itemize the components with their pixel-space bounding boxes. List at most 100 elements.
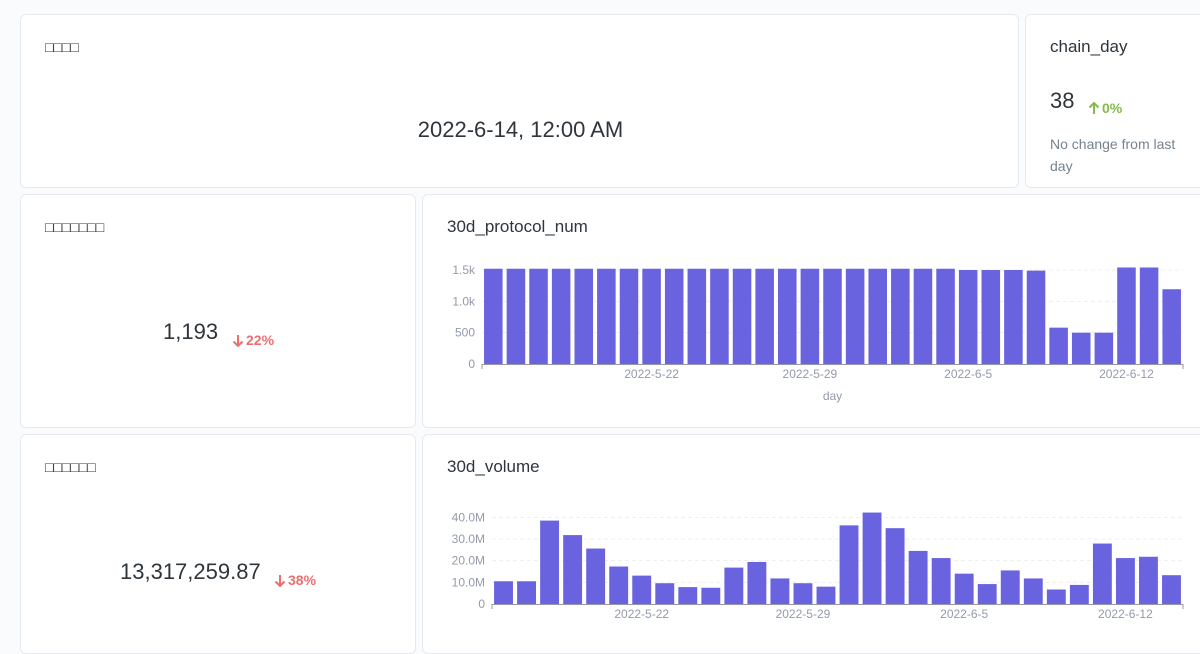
protocol-bar[interactable] bbox=[506, 268, 526, 364]
protocol-bar[interactable] bbox=[1026, 270, 1046, 364]
protocol-bar[interactable] bbox=[710, 268, 729, 364]
protocol-bar[interactable] bbox=[913, 268, 933, 364]
chain-day-title[interactable]: chain_day bbox=[1050, 37, 1128, 56]
date-card: □□□□ 2022-6-14, 12:00 AM bbox=[20, 14, 1019, 188]
protocol-count-delta: 22% bbox=[232, 332, 274, 348]
date-card-value: 2022-6-14, 12:00 AM bbox=[417, 117, 624, 142]
protocol-count-card: □□□□□□□ 1,193 22% bbox=[20, 194, 416, 428]
volume-y-tick-label: 10.0M bbox=[452, 575, 485, 589]
protocol-bar[interactable] bbox=[642, 268, 661, 364]
protocol-bar[interactable] bbox=[891, 268, 910, 364]
protocol-bar[interactable] bbox=[1071, 332, 1091, 364]
protocol-bar[interactable] bbox=[1117, 267, 1136, 364]
protocol-bar[interactable] bbox=[619, 268, 639, 364]
volume-bar[interactable] bbox=[609, 566, 629, 604]
volume-chart-card: 30d_volume 0 10.0M 20.0M 30.0M 40.0M 2022-5-2… bbox=[422, 434, 1200, 654]
protocol-x-tick-label: 2022-6-12 bbox=[1099, 367, 1154, 381]
volume-chart-title[interactable]: 30d_volume bbox=[447, 457, 540, 476]
protocol-bar[interactable] bbox=[823, 268, 842, 364]
protocol-bar[interactable] bbox=[936, 268, 955, 364]
volume-bar[interactable] bbox=[701, 587, 721, 604]
volume-bar[interactable] bbox=[747, 561, 767, 604]
protocol-bar[interactable] bbox=[551, 268, 571, 364]
volume-bar[interactable] bbox=[885, 528, 905, 604]
protocol-x-tick-label: 2022-5-22 bbox=[624, 367, 679, 381]
protocol-bar[interactable] bbox=[778, 268, 797, 364]
volume-bar[interactable] bbox=[816, 586, 836, 604]
volume-y-tick-label: 0 bbox=[478, 597, 485, 611]
protocol-bar[interactable] bbox=[529, 268, 548, 364]
volume-bar[interactable] bbox=[563, 535, 583, 604]
volume-total-delta: 38% bbox=[274, 572, 316, 588]
protocol-y-tick-label: 1.0k bbox=[452, 294, 476, 308]
volume-bar[interactable] bbox=[954, 573, 974, 604]
arrow-down-icon bbox=[274, 574, 286, 587]
chain-day-note: No change from last day bbox=[1050, 136, 1176, 174]
date-card-title[interactable]: □□□□ bbox=[45, 39, 79, 55]
protocol-bar[interactable] bbox=[755, 268, 774, 364]
volume-total-delta-text: 38% bbox=[288, 572, 317, 588]
protocol-bar[interactable] bbox=[732, 268, 752, 364]
volume-x-tick-label: 2022-6-5 bbox=[940, 607, 988, 621]
protocol-count-title[interactable]: □□□□□□□ bbox=[45, 219, 105, 235]
protocol-bar[interactable] bbox=[597, 268, 616, 364]
protocol-bar[interactable] bbox=[484, 268, 503, 364]
volume-y-tick-label: 30.0M bbox=[452, 532, 485, 546]
protocol-bar[interactable] bbox=[845, 268, 865, 364]
protocol-bar[interactable] bbox=[800, 268, 820, 364]
volume-y-tick-label: 40.0M bbox=[452, 510, 485, 524]
volume-bar[interactable] bbox=[1000, 570, 1020, 604]
volume-bar[interactable] bbox=[1139, 556, 1158, 604]
protocol-count-delta-text: 22% bbox=[246, 332, 275, 348]
protocol-bar[interactable] bbox=[1139, 267, 1159, 364]
volume-bar[interactable] bbox=[839, 525, 859, 604]
arrow-down-icon bbox=[232, 334, 244, 347]
protocol-bar[interactable] bbox=[958, 270, 978, 364]
protocol-x-tick-label: 2022-5-29 bbox=[783, 367, 838, 381]
protocol-bar[interactable] bbox=[1162, 289, 1181, 364]
volume-bar[interactable] bbox=[586, 548, 606, 604]
chain-day-delta: 0% bbox=[1088, 100, 1122, 116]
volume-bar[interactable] bbox=[1069, 584, 1089, 604]
volume-x-tick-label: 2022-5-22 bbox=[614, 607, 669, 621]
volume-total-title[interactable]: □□□□□□ bbox=[45, 459, 96, 475]
volume-bar[interactable] bbox=[1046, 589, 1066, 604]
volume-bar[interactable] bbox=[724, 567, 744, 604]
chain-day-delta-text: 0% bbox=[1102, 100, 1123, 116]
volume-bar[interactable] bbox=[1162, 575, 1181, 604]
volume-bar[interactable] bbox=[678, 587, 698, 604]
protocol-bar[interactable] bbox=[1004, 270, 1023, 364]
protocol-bar[interactable] bbox=[981, 270, 1001, 364]
protocol-x-axis-title: day bbox=[823, 389, 842, 403]
protocol-bar[interactable] bbox=[574, 268, 594, 364]
protocol-bar[interactable] bbox=[1094, 332, 1114, 364]
volume-bar[interactable] bbox=[770, 578, 790, 604]
volume-bar[interactable] bbox=[517, 581, 536, 604]
volume-bar[interactable] bbox=[862, 512, 882, 604]
volume-bar[interactable] bbox=[908, 550, 928, 604]
volume-bar[interactable] bbox=[655, 583, 675, 604]
chain-day-value: 38 bbox=[1050, 88, 1075, 113]
volume-bar[interactable] bbox=[1115, 558, 1135, 604]
volume-bar[interactable] bbox=[494, 581, 513, 604]
protocol-bar[interactable] bbox=[868, 268, 887, 364]
volume-y-tick-label: 20.0M bbox=[452, 554, 485, 568]
volume-bar[interactable] bbox=[540, 520, 560, 604]
volume-bar[interactable] bbox=[1092, 543, 1112, 604]
volume-chart: 0 10.0M 20.0M 30.0M 40.0M 2022-5-22 2022-5-29 2… bbox=[452, 510, 1184, 621]
volume-bar[interactable] bbox=[1023, 578, 1043, 604]
protocol-y-tick-label: 0 bbox=[468, 357, 475, 371]
protocol-bar[interactable] bbox=[687, 268, 707, 364]
protocol-bar[interactable] bbox=[1049, 327, 1068, 364]
protocol-y-tick-label: 500 bbox=[455, 326, 475, 340]
protocol-chart-title[interactable]: 30d_protocol_num bbox=[447, 217, 588, 236]
protocol-bar[interactable] bbox=[664, 268, 684, 364]
arrow-up-icon bbox=[1088, 101, 1100, 114]
protocol-count-value: 1,193 bbox=[163, 319, 219, 344]
volume-bar[interactable] bbox=[793, 583, 813, 604]
chain-day-card: chain_day 38 0% No change from last day bbox=[1025, 14, 1200, 188]
volume-bar[interactable] bbox=[977, 584, 997, 604]
volume-bar[interactable] bbox=[931, 558, 951, 604]
volume-bar[interactable] bbox=[632, 575, 652, 604]
protocol-num-chart: 0 500 1.0k 1.5k 2022-5-22 2022-5-29 2022-6-5 20… bbox=[452, 263, 1184, 403]
